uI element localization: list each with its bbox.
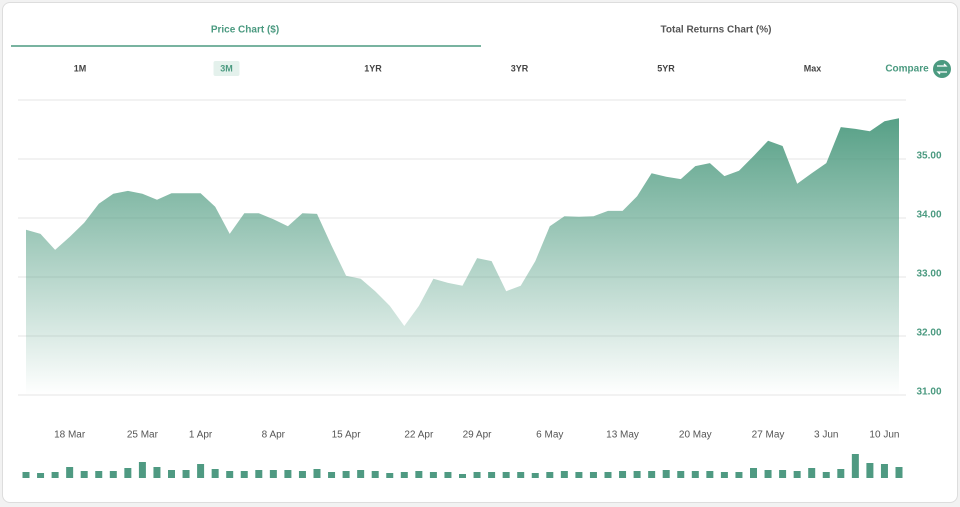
volume-bar [662,470,670,478]
x-tick-label: 10 Jun [869,430,899,441]
volume-bar [313,469,321,478]
y-tick-label: 34.00 [916,210,941,221]
volume-bar [546,472,554,478]
volume-bar [168,470,175,478]
y-tick-label: 32.00 [916,328,941,339]
volume-bar [109,471,117,478]
volume-bar [633,471,641,478]
volume-bar [531,473,539,478]
x-tick-label: 25 Mar [127,430,159,441]
compare-icon[interactable] [933,60,951,78]
x-tick-label: 18 Mar [54,430,86,441]
x-tick-label: 3 Jun [814,430,838,441]
volume-bar [502,472,510,478]
volume-bar [298,471,306,478]
chart: Price Chart ($) Total Returns Chart (%) 1M… [11,25,951,478]
volume-bar [837,469,845,478]
x-tick-label: 22 Apr [404,430,434,441]
volume-bar [429,472,437,478]
x-tick-label: 27 May [752,430,785,441]
volume-bar [473,472,481,478]
volume-bar [386,473,394,478]
range-button[interactable]: 3YR [511,63,529,73]
volume-bar [793,471,801,478]
volume-bar [95,471,103,478]
volume-bar [764,470,772,478]
tab[interactable]: Total Returns Chart (%) [661,25,772,36]
volume-bar [415,471,423,478]
x-tick-label: 6 May [536,430,563,441]
volume-bar [720,472,728,478]
y-tick-label: 31.00 [916,387,941,398]
volume-bar [269,470,277,478]
volume-bar [735,472,743,478]
volume-bar [866,463,874,478]
volume-bar [66,467,74,478]
volume-bar [342,471,350,478]
volume-bar [880,464,888,478]
volume-bar [197,464,205,478]
x-tick-label: 20 May [679,430,712,441]
volume-bar [517,472,525,478]
volume-bar [488,472,496,478]
x-tick-label: 13 May [606,430,639,441]
volume-bar [138,462,146,478]
volume-bar [80,471,88,478]
volume-bar [328,472,336,478]
volume-bar [575,472,583,478]
volume-bar [691,471,699,478]
price-area [26,118,899,396]
range-button[interactable]: 1YR [364,63,382,73]
x-tick-label: 8 Apr [262,430,286,441]
volume-bar [604,472,612,478]
x-tick-label: 15 Apr [332,430,362,441]
volume-bar [808,468,816,478]
volume-bar [226,471,234,478]
volume-bar [895,467,903,478]
y-tick-label: 35.00 [916,151,941,162]
volume-bar [560,471,568,478]
volume-bar [255,470,263,478]
volume-bar [211,469,219,478]
volume-bar [459,474,466,478]
range-button[interactable]: 1M [74,63,87,73]
volume-bar [357,470,365,478]
tab[interactable]: Price Chart ($) [211,25,279,36]
volume-bar [822,472,830,478]
volume-bar [677,471,685,478]
volume-bar [589,472,597,478]
x-tick-label: 1 Apr [189,430,213,441]
y-tick-label: 33.00 [916,269,941,280]
volume-bar [284,470,292,478]
volume-bar [619,471,627,478]
compare-button[interactable]: Compare [885,64,929,75]
volume-bar [444,472,452,478]
volume-bar [648,471,656,478]
volume-bar [240,471,248,478]
volume-bar [22,472,30,478]
volume-bar [371,471,379,478]
volume-bar [779,470,787,478]
volume-bar [400,472,408,478]
range-button[interactable]: 3M [220,63,233,73]
volume-bar [750,468,757,478]
volume-bar [51,472,59,478]
volume-bar [37,473,45,478]
range-button[interactable]: 5YR [657,63,675,73]
compare-arrows [936,63,948,75]
volume-bar [124,468,132,478]
volume-bar [153,467,161,478]
volume-bar [851,454,859,478]
volume-bar [706,471,714,478]
x-tick-label: 29 Apr [463,430,493,441]
range-button[interactable]: Max [804,63,822,73]
volume-bar [182,470,190,478]
range-highlight [213,61,240,76]
